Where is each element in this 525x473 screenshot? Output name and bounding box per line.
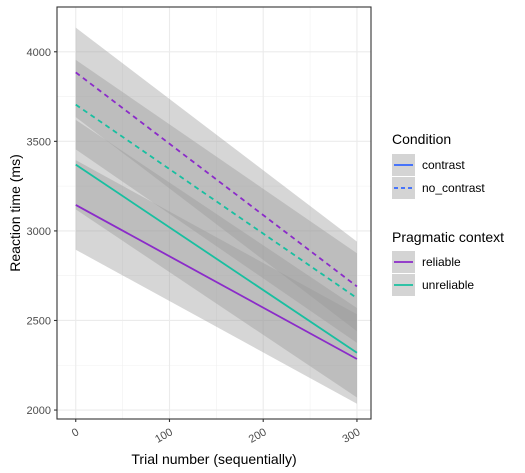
panel-frame [56, 6, 372, 420]
x-tick-label: 0 [70, 426, 81, 439]
panel-background [57, 7, 371, 419]
line-no_contrast-unreliable [75, 103, 358, 299]
plot-panel [57, 7, 371, 419]
y-axis-ticks: 2000 2500 3000 3500 4000 [27, 47, 57, 417]
y-tick-label: 3000 [27, 226, 51, 238]
ci-ribbon-no_contrast-unreliable [75, 59, 357, 343]
x-axis-title: Trial number (sequentially) [131, 451, 296, 467]
line-no_contrast-reliable [75, 71, 358, 288]
legend-title: Pragmatic context [392, 229, 504, 245]
y-tick-label: 4000 [27, 47, 51, 59]
y-axis-title: Reaction time (ms) [7, 154, 23, 271]
legend-label: reliable [422, 255, 461, 269]
y-tick-label: 2500 [27, 315, 51, 327]
regression-lines [75, 71, 358, 360]
legend-label: unreliable [422, 278, 474, 292]
ci-ribbon-no_contrast-reliable [75, 27, 357, 332]
y-tick-label: 2000 [27, 405, 51, 417]
panel-border [56, 6, 372, 420]
line-contrast-unreliable [75, 163, 358, 354]
line-contrast-reliable [75, 204, 358, 360]
legend: Condition contrast no_contrast Pragmatic co… [392, 131, 504, 296]
y-tick-label: 3500 [27, 136, 51, 148]
legend-label: no_contrast [422, 181, 485, 195]
legend-label: contrast [422, 158, 465, 172]
legend-title: Condition [392, 131, 451, 147]
